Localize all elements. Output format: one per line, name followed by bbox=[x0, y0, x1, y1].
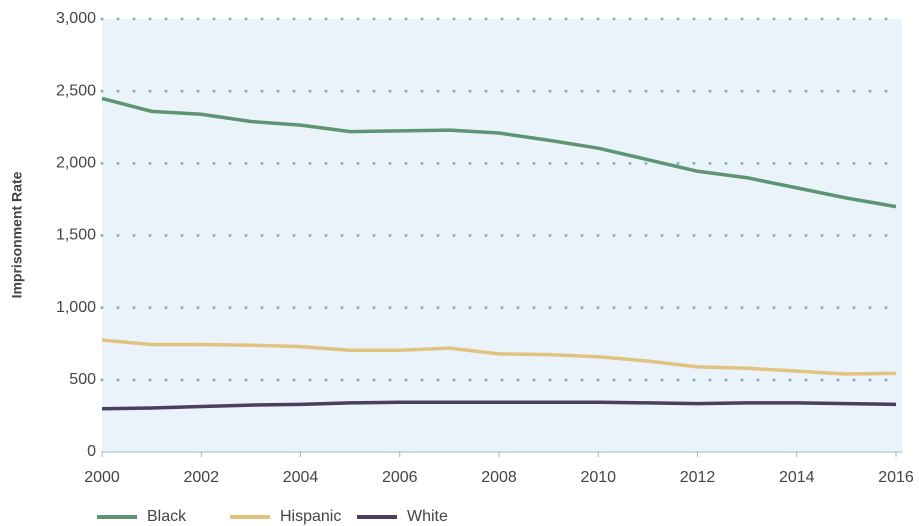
x-tick-label: 2006 bbox=[382, 469, 418, 486]
legend-label: Hispanic bbox=[280, 508, 341, 525]
x-tick-label: 2012 bbox=[680, 469, 716, 486]
series-line bbox=[101, 96, 897, 209]
legend-label: Black bbox=[147, 508, 187, 525]
x-tick-label: 2002 bbox=[183, 469, 219, 486]
series-line bbox=[101, 338, 897, 376]
y-tick-label: 3,000 bbox=[56, 10, 96, 27]
x-tick-label: 2004 bbox=[283, 469, 319, 486]
y-tick-label: 0 bbox=[87, 443, 96, 460]
x-tick-label: 2014 bbox=[779, 469, 815, 486]
y-tick-label: 1,500 bbox=[56, 227, 96, 244]
y-tick-label: 500 bbox=[69, 371, 96, 388]
y-tick-label: 2,500 bbox=[56, 82, 96, 99]
y-tick-label: 1,000 bbox=[56, 299, 96, 316]
x-tick-label: 2010 bbox=[580, 469, 616, 486]
x-tick-label: 2008 bbox=[481, 469, 517, 486]
y-axis-label: Imprisonment Rate bbox=[9, 171, 25, 298]
series-line bbox=[101, 400, 897, 411]
x-tick-label: 2000 bbox=[84, 469, 120, 486]
y-tick-label: 2,000 bbox=[56, 155, 96, 172]
x-tick-label: 2016 bbox=[878, 469, 914, 486]
legend-label: White bbox=[407, 508, 448, 525]
